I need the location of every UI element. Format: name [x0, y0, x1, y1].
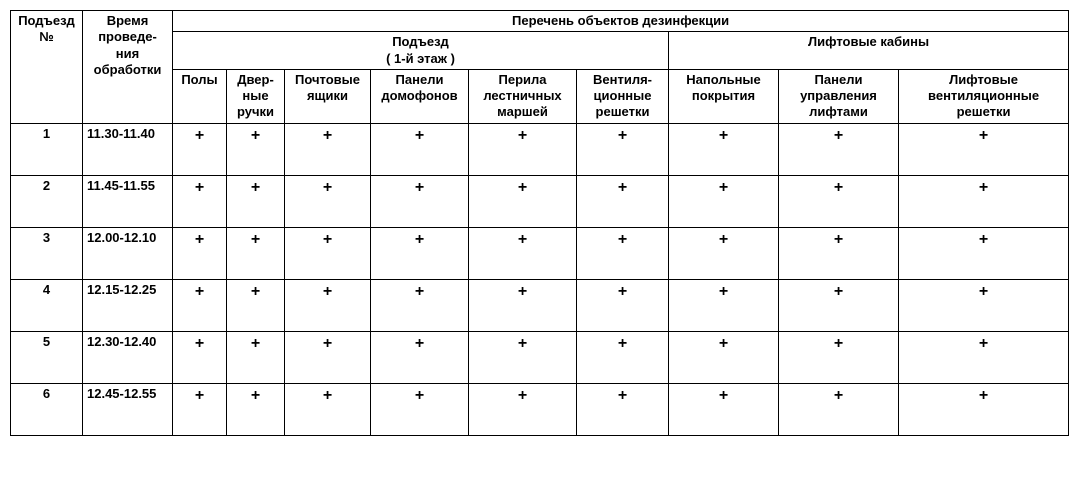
cell-mark: +: [669, 227, 779, 279]
header-entrance: Подъезд №: [11, 11, 83, 124]
header-group-entrance: Подъезд ( 1-й этаж ): [173, 32, 669, 70]
header-col-9: Лифтовые вентиляционные решетки: [899, 69, 1069, 123]
cell-entrance: 2: [11, 175, 83, 227]
cell-mark: +: [371, 331, 469, 383]
cell-mark: +: [779, 279, 899, 331]
table-row: 312.00-12.10+++++++++: [11, 227, 1069, 279]
cell-mark: +: [173, 227, 227, 279]
cell-entrance: 4: [11, 279, 83, 331]
cell-mark: +: [669, 175, 779, 227]
cell-mark: +: [577, 383, 669, 435]
cell-mark: +: [577, 279, 669, 331]
cell-mark: +: [899, 383, 1069, 435]
header-col-5: Перила лестничных маршей: [469, 69, 577, 123]
cell-mark: +: [371, 123, 469, 175]
cell-mark: +: [227, 175, 285, 227]
cell-mark: +: [285, 175, 371, 227]
cell-mark: +: [899, 123, 1069, 175]
header-col-4: Панели домофонов: [371, 69, 469, 123]
cell-time: 12.30-12.40: [83, 331, 173, 383]
header-col-1: Полы: [173, 69, 227, 123]
cell-mark: +: [899, 175, 1069, 227]
table-row: 412.15-12.25+++++++++: [11, 279, 1069, 331]
cell-mark: +: [227, 383, 285, 435]
cell-mark: +: [285, 383, 371, 435]
header-col-7: Напольные покрытия: [669, 69, 779, 123]
cell-entrance: 1: [11, 123, 83, 175]
cell-mark: +: [899, 331, 1069, 383]
cell-mark: +: [577, 331, 669, 383]
cell-mark: +: [669, 331, 779, 383]
table-row: 512.30-12.40+++++++++: [11, 331, 1069, 383]
cell-mark: +: [779, 331, 899, 383]
cell-mark: +: [227, 279, 285, 331]
header-col-2: Двер-ные ручки: [227, 69, 285, 123]
cell-mark: +: [371, 279, 469, 331]
cell-mark: +: [285, 331, 371, 383]
cell-mark: +: [899, 279, 1069, 331]
table-body: 111.30-11.40+++++++++211.45-11.55+++++++…: [11, 123, 1069, 435]
cell-mark: +: [669, 279, 779, 331]
cell-mark: +: [469, 123, 577, 175]
cell-mark: +: [371, 175, 469, 227]
cell-mark: +: [577, 227, 669, 279]
header-col-8: Панели управления лифтами: [779, 69, 899, 123]
cell-mark: +: [227, 331, 285, 383]
cell-time: 12.00-12.10: [83, 227, 173, 279]
cell-mark: +: [669, 383, 779, 435]
cell-mark: +: [173, 279, 227, 331]
header-time: Время проведе-ния обработки: [83, 11, 173, 124]
cell-entrance: 3: [11, 227, 83, 279]
table-row: 111.30-11.40+++++++++: [11, 123, 1069, 175]
cell-mark: +: [469, 383, 577, 435]
cell-mark: +: [173, 123, 227, 175]
cell-time: 11.30-11.40: [83, 123, 173, 175]
cell-mark: +: [469, 175, 577, 227]
cell-mark: +: [669, 123, 779, 175]
header-col-3: Почтовые ящики: [285, 69, 371, 123]
cell-mark: +: [371, 383, 469, 435]
disinfection-schedule-table: Подъезд № Время проведе-ния обработки Пе…: [10, 10, 1069, 436]
header-objects-list: Перечень объектов дезинфекции: [173, 11, 1069, 32]
cell-mark: +: [899, 227, 1069, 279]
cell-mark: +: [469, 227, 577, 279]
header-group-entrance-sub: ( 1-й этаж ): [386, 51, 455, 66]
cell-mark: +: [173, 331, 227, 383]
cell-time: 11.45-11.55: [83, 175, 173, 227]
cell-time: 12.45-12.55: [83, 383, 173, 435]
cell-mark: +: [779, 227, 899, 279]
header-col-6: Вентиля-ционные решетки: [577, 69, 669, 123]
cell-mark: +: [371, 227, 469, 279]
cell-mark: +: [173, 175, 227, 227]
cell-mark: +: [779, 383, 899, 435]
cell-mark: +: [779, 175, 899, 227]
header-group-entrance-title: Подъезд: [392, 34, 449, 49]
cell-mark: +: [779, 123, 899, 175]
cell-mark: +: [285, 227, 371, 279]
cell-mark: +: [173, 383, 227, 435]
table-header: Подъезд № Время проведе-ния обработки Пе…: [11, 11, 1069, 124]
header-group-lift: Лифтовые кабины: [669, 32, 1069, 70]
table-row: 612.45-12.55+++++++++: [11, 383, 1069, 435]
cell-mark: +: [469, 279, 577, 331]
cell-mark: +: [577, 123, 669, 175]
cell-mark: +: [285, 279, 371, 331]
cell-entrance: 6: [11, 383, 83, 435]
cell-time: 12.15-12.25: [83, 279, 173, 331]
cell-mark: +: [227, 227, 285, 279]
cell-mark: +: [577, 175, 669, 227]
cell-mark: +: [227, 123, 285, 175]
cell-mark: +: [469, 331, 577, 383]
cell-entrance: 5: [11, 331, 83, 383]
table-row: 211.45-11.55+++++++++: [11, 175, 1069, 227]
cell-mark: +: [285, 123, 371, 175]
